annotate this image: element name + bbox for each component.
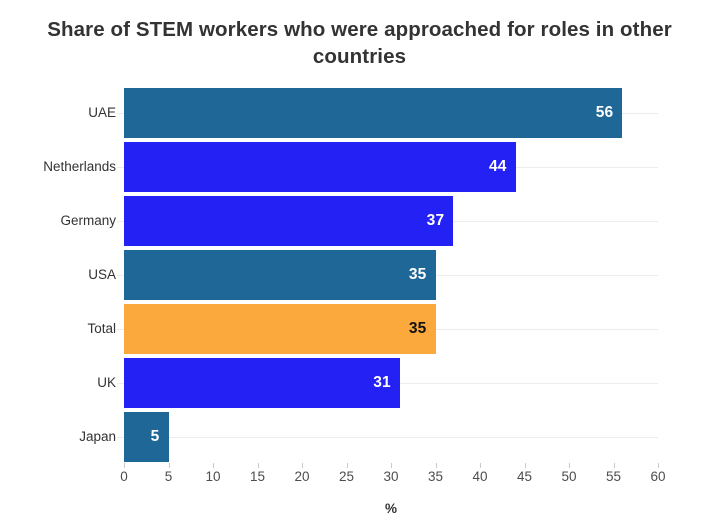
x-tick-label: 30 — [383, 469, 399, 484]
category-label-netherlands: Netherlands — [43, 159, 116, 174]
x-tick-label: 10 — [205, 469, 221, 484]
x-tick-label: 35 — [427, 469, 444, 484]
bar-usa: 35 — [124, 250, 436, 300]
x-tick-mark — [569, 463, 570, 468]
bar-netherlands: 44 — [124, 142, 516, 192]
bar-value-label: 35 — [408, 266, 427, 283]
x-tick-label: 0 — [120, 469, 128, 484]
chart-title: Share of STEM workers who were approache… — [47, 18, 672, 69]
bar-uae: 56 — [124, 88, 623, 138]
bar-value-label: 56 — [595, 104, 614, 121]
category-label-usa: USA — [88, 267, 116, 282]
x-tick-mark — [302, 463, 303, 468]
bar-total: 35 — [124, 304, 436, 354]
x-tick-label: 45 — [516, 469, 533, 484]
bar-value-label: 31 — [373, 374, 391, 391]
category-label-japan: Japan — [79, 429, 116, 444]
category-label-germany: Germany — [60, 213, 116, 228]
x-axis-title: % — [384, 501, 397, 516]
x-tick-label: 5 — [164, 469, 173, 484]
x-tick-label: 60 — [650, 469, 666, 484]
x-tick-label: 40 — [472, 469, 488, 484]
category-label-uk: UK — [97, 375, 116, 390]
x-tick-label: 55 — [605, 469, 622, 484]
category-label-uae: UAE — [88, 105, 116, 120]
x-tick-mark — [480, 463, 481, 468]
bar-uk: 31 — [124, 358, 400, 408]
x-tick-label: 50 — [561, 469, 577, 484]
x-tick-mark — [168, 463, 170, 468]
x-tick-mark — [435, 463, 437, 468]
category-label-total: Total — [87, 321, 116, 336]
bars-plot: 56 44 37 35 35 31 5 — [117, 88, 658, 462]
x-tick-mark — [658, 463, 659, 468]
bar-japan: 5 — [124, 412, 169, 462]
bar-value-label: 37 — [426, 212, 445, 229]
x-tick-label: 20 — [294, 469, 310, 484]
x-axis: 0 5 10 15 20 25 30 35 40 45 50 55 60 — [120, 462, 666, 488]
x-tick-mark — [257, 463, 259, 468]
bar-value-label: 35 — [408, 320, 427, 337]
bar-value-label: 44 — [488, 158, 507, 175]
x-tick-mark — [213, 463, 214, 468]
x-tick-mark — [524, 463, 526, 468]
x-tick-mark — [613, 463, 615, 468]
x-tick-label: 15 — [249, 469, 266, 484]
bar-germany: 37 — [124, 196, 454, 246]
bar-value-label: 5 — [150, 428, 160, 445]
x-tick-mark — [391, 463, 392, 468]
x-tick-label: 25 — [338, 469, 355, 484]
x-tick-mark — [124, 463, 125, 468]
x-tick-mark — [346, 463, 348, 468]
row-gridline — [117, 437, 658, 438]
category-labels: UAE Netherlands Germany USA Total UK Japan — [0, 88, 116, 462]
